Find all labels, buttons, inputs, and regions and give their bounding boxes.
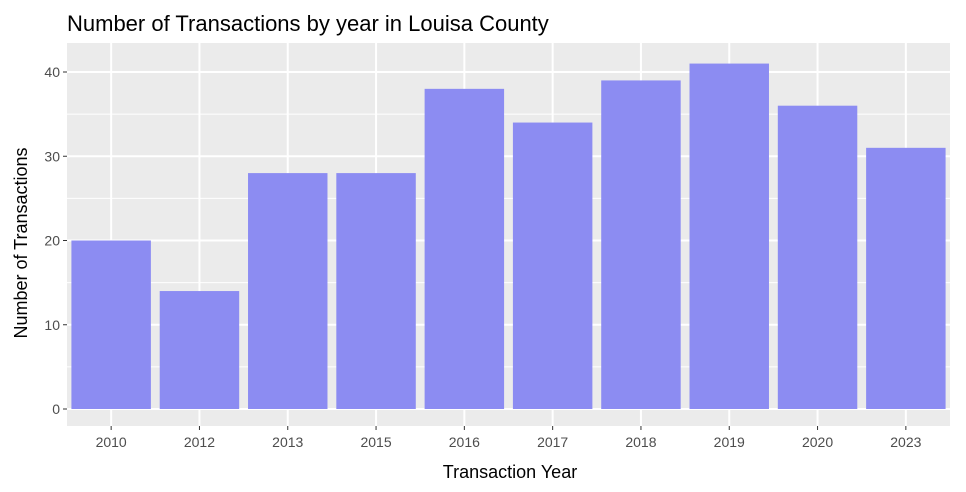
bar-2018	[601, 80, 681, 410]
bar-2019	[689, 63, 769, 409]
x-tick-label: 2016	[449, 434, 480, 450]
bar-2015	[336, 173, 416, 409]
y-tick-label: 40	[44, 64, 60, 80]
x-tick-label: 2018	[625, 434, 656, 450]
y-tick-label: 0	[52, 401, 60, 417]
bar-2012	[159, 291, 240, 409]
y-tick-label: 30	[44, 148, 60, 164]
bar-2010	[71, 240, 151, 409]
bar-2013	[248, 173, 328, 409]
x-axis: 2010 2012 2013 2015 2016 2017 2018 2019 2020 2023	[96, 426, 922, 450]
x-tick-label: 2015	[360, 434, 391, 450]
y-axis-title: Number of Transactions	[11, 147, 31, 338]
bars	[71, 63, 946, 410]
x-tick-label: 2012	[184, 434, 215, 450]
bar-2020	[777, 105, 858, 409]
x-tick-label: 2020	[802, 434, 833, 450]
bar-2016	[424, 88, 505, 409]
y-tick-label: 20	[44, 233, 60, 249]
chart-title: Number of Transactions by year in Louisa…	[67, 11, 549, 36]
y-axis: 0 10 20 30 40	[44, 64, 67, 417]
x-tick-label: 2017	[537, 434, 568, 450]
x-tick-label: 2010	[96, 434, 127, 450]
y-tick-label: 10	[44, 317, 60, 333]
x-tick-label: 2023	[890, 434, 921, 450]
bar-2023	[866, 147, 946, 409]
x-tick-label: 2019	[714, 434, 745, 450]
x-axis-title: Transaction Year	[443, 462, 577, 482]
x-tick-label: 2013	[272, 434, 303, 450]
bar-2017	[512, 122, 593, 410]
